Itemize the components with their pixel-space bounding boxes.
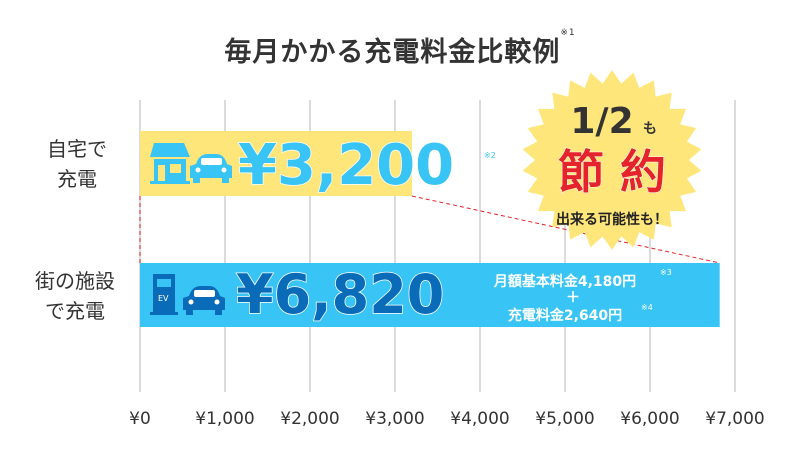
car-icon xyxy=(183,286,225,315)
connector-line xyxy=(411,195,720,264)
ev-charger-icon: EV xyxy=(150,274,178,315)
x-tick-label: ¥4,000 xyxy=(450,409,509,429)
callout-sub: 出来る可能性も！ xyxy=(556,211,668,228)
callout-ratio: 1/2 xyxy=(570,101,633,142)
value-label-public: ¥6,820 xyxy=(236,263,444,326)
breakdown-plus: ＋ xyxy=(566,290,580,306)
category-line: 自宅で xyxy=(47,137,107,161)
x-tick-label: ¥6,000 xyxy=(620,409,679,429)
x-tick-label: ¥0 xyxy=(129,409,151,429)
breakdown-note2: ※4 xyxy=(641,303,653,312)
car-icon xyxy=(190,154,232,183)
breakdown-note1: ※3 xyxy=(660,268,672,277)
x-tick-label: ¥3,000 xyxy=(365,409,424,429)
bar-public xyxy=(140,263,720,327)
starburst-callout xyxy=(522,70,702,250)
value-label-home: ¥3,200 xyxy=(238,133,454,198)
x-tick-label: ¥7,000 xyxy=(705,409,764,429)
title-text: 毎月かかる充電料金比較例 xyxy=(224,37,561,68)
category-line: 街の施設 xyxy=(35,269,115,293)
x-tick-label: ¥5,000 xyxy=(535,409,594,429)
value-note: ※2 xyxy=(484,151,496,160)
title-note: ※1 xyxy=(560,28,576,38)
breakdown-line1: 月額基本料金4,180円 xyxy=(493,273,636,290)
x-tick-label: ¥1,000 xyxy=(195,409,254,429)
callout-main: 節 約 xyxy=(558,145,666,199)
breakdown-line2: 充電料金2,640円 xyxy=(508,307,622,324)
category-line: 充電 xyxy=(57,167,97,191)
category-label-home: 自宅で 充電 xyxy=(22,134,132,194)
x-tick-label: ¥2,000 xyxy=(280,409,339,429)
chart-title: 毎月かかる充電料金比較例※1 xyxy=(0,28,800,69)
callout-ratio-suffix: も xyxy=(643,121,657,137)
svg-text:EV: EV xyxy=(158,294,169,303)
category-line: で充電 xyxy=(45,299,105,323)
solar-house-icon xyxy=(150,143,190,184)
category-label-public: 街の施設 で充電 xyxy=(20,266,130,326)
